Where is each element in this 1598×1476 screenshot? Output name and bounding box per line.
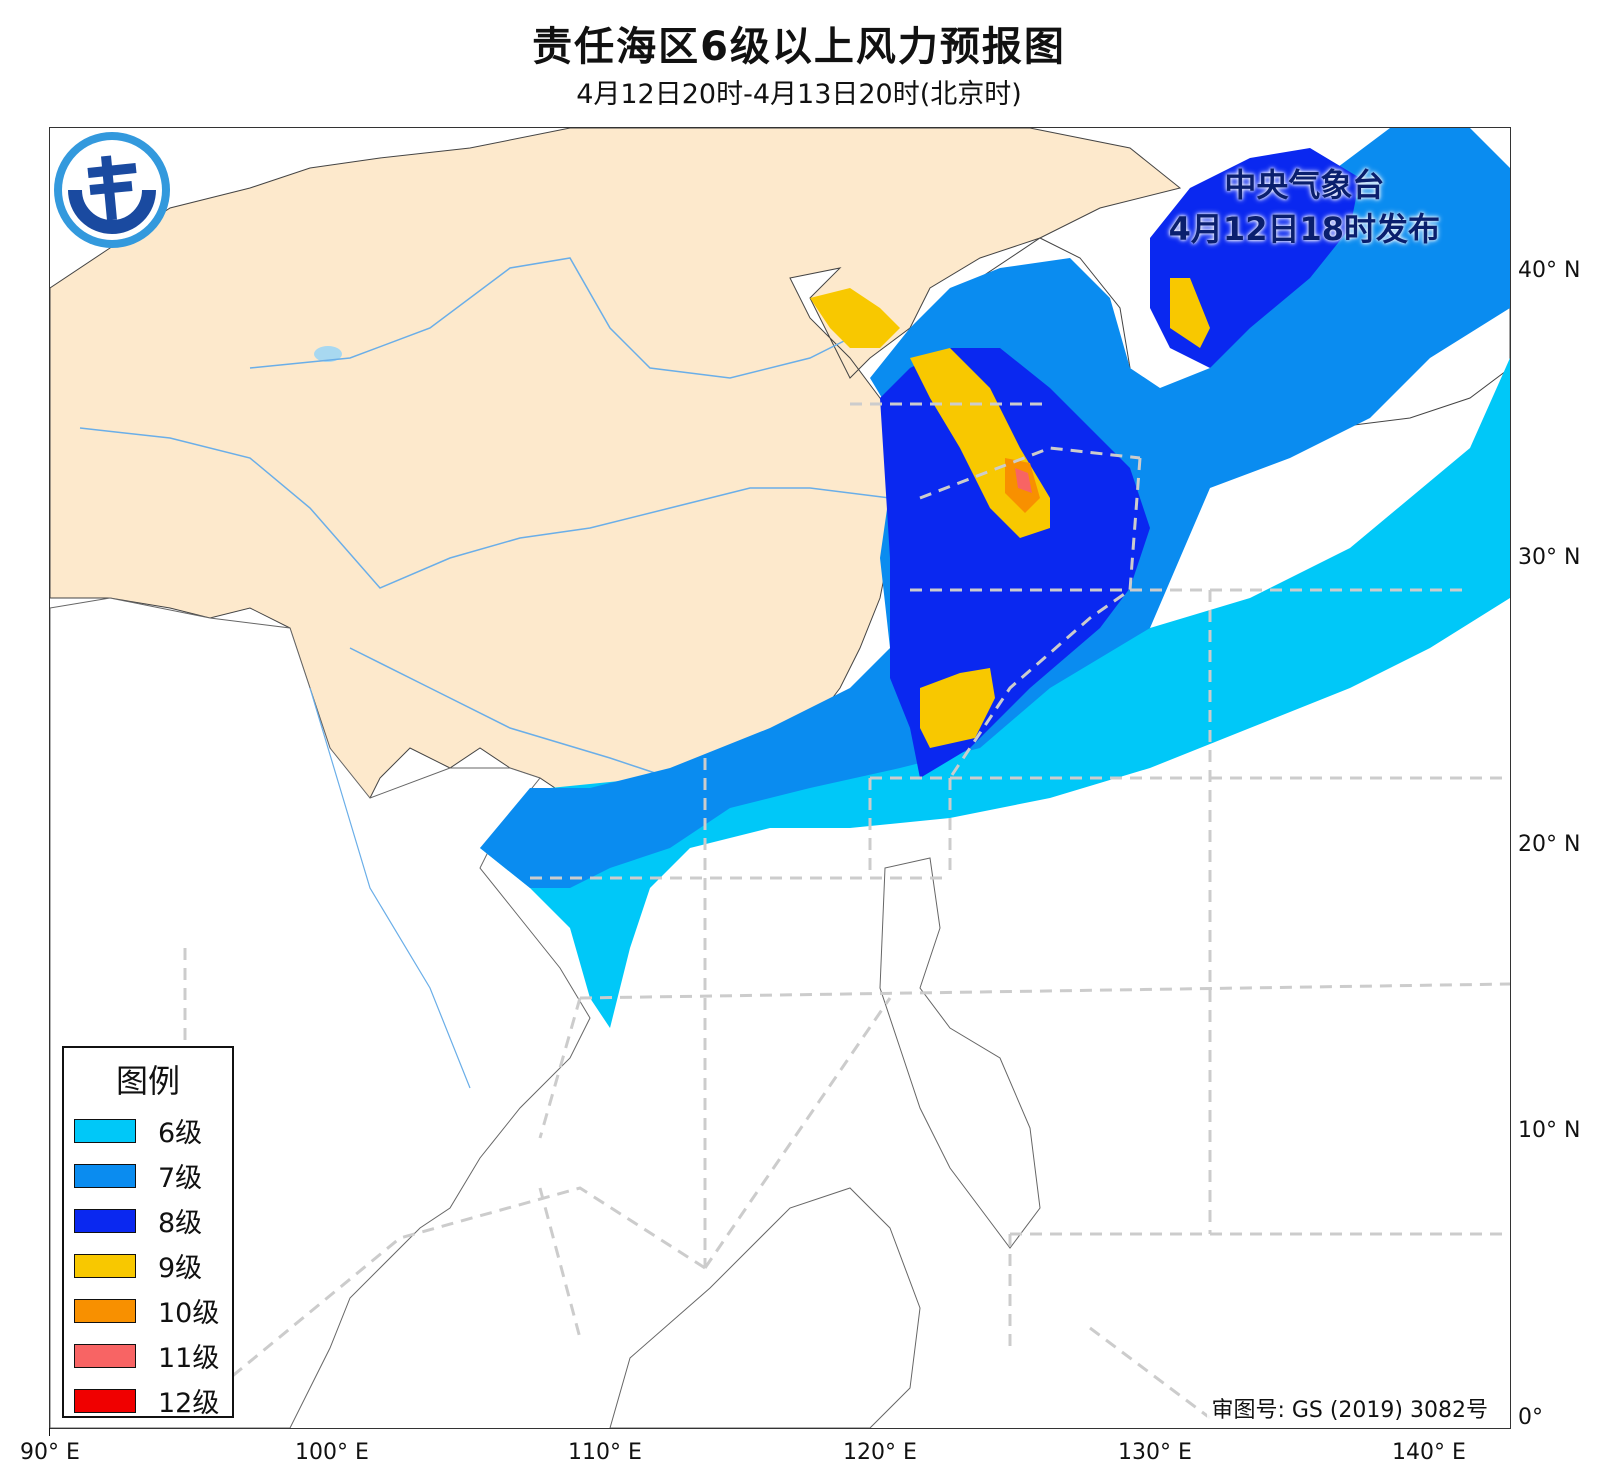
legend: 图例 6级 7级 8级 9级 10级 11级 12级 <box>62 1046 234 1419</box>
tick-lon <box>49 1428 50 1436</box>
lat-label-10: 10° N <box>1518 1118 1581 1143</box>
lon-label-90: 90° E <box>20 1440 80 1465</box>
legend-items: 6级 7级 8级 9级 10级 11级 12级 <box>64 1108 232 1423</box>
lon-label-120: 120° E <box>843 1440 917 1465</box>
wind-map <box>50 128 1510 1428</box>
lat-label-30: 30° N <box>1518 545 1581 570</box>
cma-logo <box>54 132 170 248</box>
legend-swatch <box>74 1163 136 1188</box>
pearl-river <box>349 647 671 779</box>
legend-label: 7级 <box>158 1163 203 1194</box>
wind-level-9-area-taiwan <box>920 668 995 748</box>
legend-item: 8级 <box>64 1198 232 1243</box>
issuer-block: 中央气象台 4月12日18时发布 <box>1169 163 1440 251</box>
lat-label-40: 40° N <box>1518 258 1581 283</box>
lon-label-140: 140° E <box>1392 1440 1466 1465</box>
map-frame[interactable]: 中央气象台 4月12日18时发布 审图号: GS (2019) 3082号 图例… <box>49 127 1511 1429</box>
wind-level-9-area-bohai <box>810 288 900 348</box>
legend-item: 9级 <box>64 1243 232 1288</box>
lon-label-110: 110° E <box>568 1440 642 1465</box>
legend-label: 9级 <box>158 1253 203 1284</box>
legend-swatch <box>74 1118 136 1143</box>
legend-label: 11级 <box>158 1343 220 1374</box>
legend-swatch <box>74 1253 136 1278</box>
legend-label: 6级 <box>158 1118 203 1149</box>
legend-item: 7级 <box>64 1153 232 1198</box>
wind-level-9-area-japan-sea <box>1170 278 1210 348</box>
legend-item: 11级 <box>64 1333 232 1378</box>
lat-label-0: 0° <box>1518 1405 1543 1430</box>
lon-label-130: 130° E <box>1118 1440 1192 1465</box>
wind-level-8-area <box>880 348 1150 778</box>
legend-item: 12级 <box>64 1378 232 1423</box>
legend-swatch <box>74 1388 136 1413</box>
approval-number: 审图号: GS (2019) 3082号 <box>1207 1392 1492 1424</box>
yangtze-river <box>79 427 891 589</box>
map-subtitle: 4月12日20时-4月13日20时(北京时) <box>576 79 1022 110</box>
lat-label-20: 20° N <box>1518 832 1581 857</box>
legend-swatch <box>74 1343 136 1368</box>
qinghai-lake <box>314 346 342 362</box>
lon-label-100: 100° E <box>295 1440 369 1465</box>
issuer-name: 中央气象台 <box>1224 166 1385 204</box>
map-title: 责任海区6级以上风力预报图 <box>532 24 1066 70</box>
mekong-river <box>309 687 471 1089</box>
legend-item: 6级 <box>64 1108 232 1153</box>
borneo-land <box>609 1187 921 1428</box>
legend-label: 10级 <box>158 1298 220 1329</box>
legend-title: 图例 <box>115 1062 180 1100</box>
legend-item: 10级 <box>64 1288 232 1333</box>
legend-label: 8级 <box>158 1208 203 1239</box>
legend-swatch <box>74 1208 136 1233</box>
philippines-land <box>879 857 1041 1249</box>
legend-label: 12级 <box>158 1388 220 1419</box>
yellow-river <box>249 257 851 379</box>
legend-swatch <box>74 1298 136 1323</box>
forecast-zone-boundaries <box>183 402 1510 1420</box>
wind-level-11-area <box>1015 468 1032 493</box>
issue-time: 4月12日18时发布 <box>1168 210 1440 248</box>
